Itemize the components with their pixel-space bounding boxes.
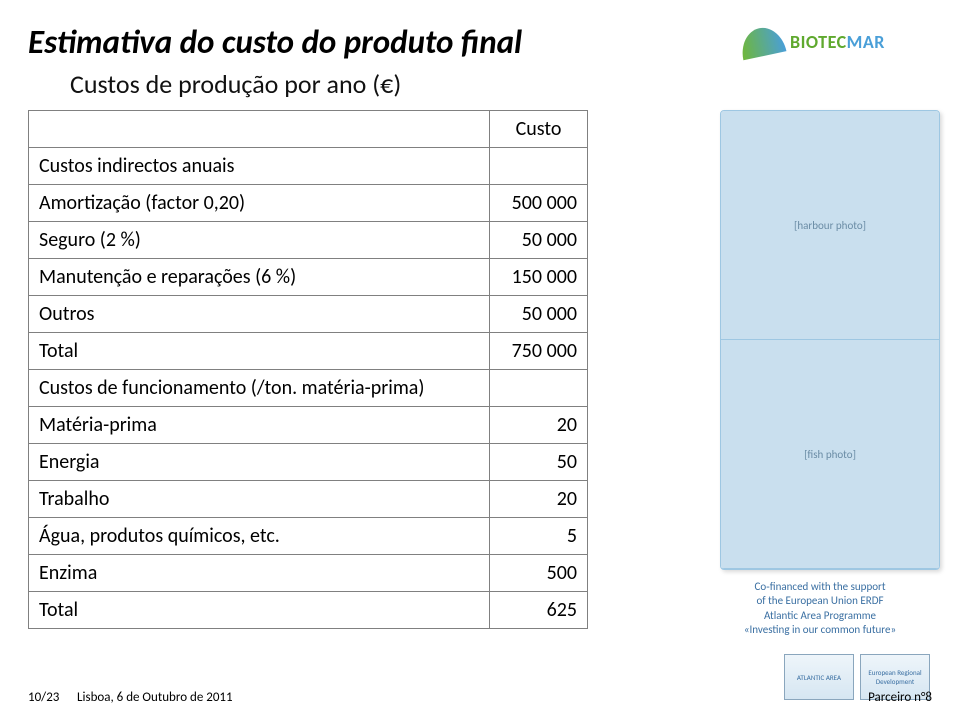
slide-footer: 10/23 Lisboa, 6 de Outubro de 2011 Parce… [28, 690, 932, 705]
table-cell-value [490, 370, 588, 407]
logo-swoosh-icon [738, 24, 787, 61]
table-cell-label: Total [29, 592, 490, 629]
cofinance-line3: Atlantic Area Programme [710, 609, 930, 623]
table-row: Trabalho20 [29, 481, 588, 518]
footer-date: Lisboa, 6 de Outubro de 2011 [77, 690, 233, 705]
table-row: Água, produtos químicos, etc.5 [29, 518, 588, 555]
table-cell-label: Manutenção e reparações (6 %) [29, 259, 490, 296]
table-row: Outros50 000 [29, 296, 588, 333]
table-header-empty [29, 111, 490, 148]
table-cell-label: Custos indirectos anuais [29, 148, 490, 185]
sidebar-photo-2: [fish photo] [721, 340, 939, 569]
table-cell-value: 20 [490, 481, 588, 518]
table-row: Total750 000 [29, 333, 588, 370]
table-header-row: Custo [29, 111, 588, 148]
table-cell-value: 150 000 [490, 259, 588, 296]
table-row: Enzima500 [29, 555, 588, 592]
logo-text: BIOTECMAR [790, 31, 885, 53]
cofinance-text: Co‑financed with the support of the Euro… [710, 580, 930, 637]
table-cell-label: Outros [29, 296, 490, 333]
sidebar-photo-1: [harbour photo] [721, 111, 939, 340]
table-cell-label: Enzima [29, 555, 490, 592]
footer-page-number: 10/23 [28, 690, 59, 705]
cost-table: Custo Custos indirectos anuaisAmortizaçã… [28, 110, 588, 629]
table-cell-label: Matéria-prima [29, 407, 490, 444]
table-row: Custos indirectos anuais [29, 148, 588, 185]
table-cell-value: 20 [490, 407, 588, 444]
table-cell-label: Energia [29, 444, 490, 481]
table-row: Manutenção e reparações (6 %)150 000 [29, 259, 588, 296]
table-cell-value: 50 000 [490, 296, 588, 333]
table-row: Custos de funcionamento (/ton. matéria-p… [29, 370, 588, 407]
table-cell-value: 5 [490, 518, 588, 555]
biotecmar-logo: BIOTECMAR [740, 20, 920, 64]
table-cell-value: 500 000 [490, 185, 588, 222]
photo-sidebar: [harbour photo] [fish photo] [720, 110, 940, 570]
table-cell-label: Custos de funcionamento (/ton. matéria-p… [29, 370, 490, 407]
table-cell-value: 625 [490, 592, 588, 629]
table-row: Matéria-prima20 [29, 407, 588, 444]
logo-text-part2: MAR [847, 31, 885, 53]
subtitle: Custos de produção por ano (€) [70, 68, 401, 100]
table-cell-value [490, 148, 588, 185]
table-cell-value: 50 [490, 444, 588, 481]
table-row: Total625 [29, 592, 588, 629]
table-header-custo: Custo [490, 111, 588, 148]
table-cell-value: 750 000 [490, 333, 588, 370]
table-row: Seguro (2 %)50 000 [29, 222, 588, 259]
table-cell-label: Seguro (2 %) [29, 222, 490, 259]
cofinance-line4: «Investing in our common future» [710, 623, 930, 637]
page-title: Estimativa do custo do produto final [28, 22, 522, 62]
cofinance-line2: of the European Union ERDF [710, 594, 930, 608]
table-row: Energia50 [29, 444, 588, 481]
footer-right: Parceiro n°8 [868, 690, 932, 705]
cofinance-line1: Co‑financed with the support [710, 580, 930, 594]
table-cell-label: Trabalho [29, 481, 490, 518]
cost-table-wrapper: Custo Custos indirectos anuaisAmortizaçã… [28, 110, 588, 629]
table-cell-label: Água, produtos químicos, etc. [29, 518, 490, 555]
table-row: Amortização (factor 0,20)500 000 [29, 185, 588, 222]
table-cell-value: 50 000 [490, 222, 588, 259]
logo-text-part1: BIOTEC [790, 31, 847, 53]
table-cell-label: Amortização (factor 0,20) [29, 185, 490, 222]
table-cell-label: Total [29, 333, 490, 370]
table-cell-value: 500 [490, 555, 588, 592]
footer-left: 10/23 Lisboa, 6 de Outubro de 2011 [28, 690, 233, 705]
